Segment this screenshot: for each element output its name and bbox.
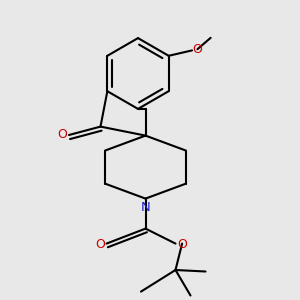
Text: O: O <box>58 128 67 141</box>
Text: O: O <box>95 238 105 251</box>
Text: N: N <box>141 201 150 214</box>
Text: O: O <box>177 238 187 251</box>
Text: O: O <box>193 43 202 56</box>
